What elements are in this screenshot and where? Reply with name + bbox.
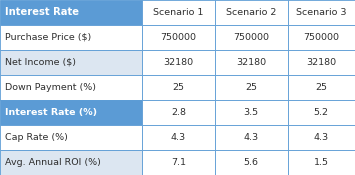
Bar <box>142 150 215 175</box>
Bar <box>215 75 288 100</box>
Bar <box>215 50 288 75</box>
Bar <box>288 125 355 150</box>
Text: 4.3: 4.3 <box>244 133 259 142</box>
Text: 25: 25 <box>245 83 257 92</box>
Bar <box>142 125 215 150</box>
Bar <box>288 100 355 125</box>
Text: 4.3: 4.3 <box>314 133 329 142</box>
Text: Interest Rate (%): Interest Rate (%) <box>5 108 97 117</box>
Text: Cap Rate (%): Cap Rate (%) <box>5 133 67 142</box>
Bar <box>0 50 142 75</box>
Text: Purchase Price ($): Purchase Price ($) <box>5 33 91 42</box>
Bar <box>288 75 355 100</box>
Text: 5.2: 5.2 <box>314 108 329 117</box>
Text: Scenario 2: Scenario 2 <box>226 8 276 17</box>
Text: 5.6: 5.6 <box>244 158 259 167</box>
Text: 750000: 750000 <box>303 33 339 42</box>
Bar <box>0 25 142 50</box>
Text: Down Payment (%): Down Payment (%) <box>5 83 95 92</box>
Text: 7.1: 7.1 <box>171 158 186 167</box>
Text: Scenario 3: Scenario 3 <box>296 8 346 17</box>
Text: 3.5: 3.5 <box>244 108 259 117</box>
Text: 32180: 32180 <box>163 58 193 67</box>
Bar <box>142 50 215 75</box>
Bar <box>0 0 142 25</box>
Text: 25: 25 <box>173 83 184 92</box>
Bar <box>0 150 142 175</box>
Text: 32180: 32180 <box>236 58 266 67</box>
Bar <box>142 0 215 25</box>
Bar <box>142 75 215 100</box>
Bar <box>0 125 142 150</box>
Bar <box>0 100 142 125</box>
Text: Interest Rate: Interest Rate <box>5 8 78 18</box>
Text: 2.8: 2.8 <box>171 108 186 117</box>
Bar <box>288 50 355 75</box>
Bar <box>215 100 288 125</box>
Bar <box>142 100 215 125</box>
Text: Net Income ($): Net Income ($) <box>5 58 76 67</box>
Bar <box>215 0 288 25</box>
Text: Avg. Annual ROI (%): Avg. Annual ROI (%) <box>5 158 100 167</box>
Text: 1.5: 1.5 <box>314 158 329 167</box>
Bar <box>288 150 355 175</box>
Text: 4.3: 4.3 <box>171 133 186 142</box>
Text: 32180: 32180 <box>306 58 336 67</box>
Bar <box>142 25 215 50</box>
Bar <box>215 25 288 50</box>
Bar <box>0 75 142 100</box>
Text: Scenario 1: Scenario 1 <box>153 8 203 17</box>
Text: 750000: 750000 <box>160 33 196 42</box>
Bar <box>288 0 355 25</box>
Text: 25: 25 <box>315 83 327 92</box>
Bar <box>215 125 288 150</box>
Bar <box>288 25 355 50</box>
Text: 750000: 750000 <box>233 33 269 42</box>
Bar <box>215 150 288 175</box>
